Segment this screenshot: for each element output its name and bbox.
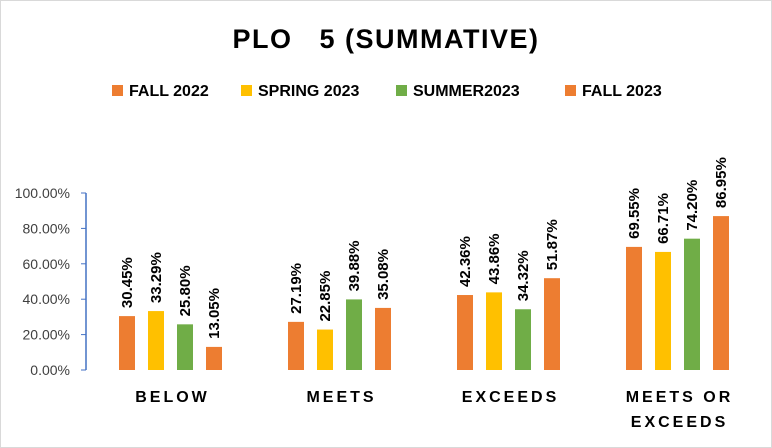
y-axis: 0.00% 20.00% 40.00% 60.00% 80.00% 100.00% bbox=[15, 185, 87, 378]
legend-swatch bbox=[396, 85, 407, 96]
legend-swatch bbox=[565, 85, 576, 96]
bar bbox=[655, 251, 671, 370]
data-label: 51.87% bbox=[544, 219, 561, 270]
bar bbox=[457, 295, 473, 370]
bar bbox=[684, 238, 700, 370]
bar bbox=[486, 292, 502, 370]
legend: FALL 2022 SPRING 2023 SUMMER2023 FALL 2023 bbox=[112, 83, 662, 100]
y-tick-label: 0.00% bbox=[30, 362, 70, 378]
data-label: 42.36% bbox=[457, 236, 474, 287]
bars: 30.45% 33.29% 25.80% 13.05% 27.19% 22.85% 39.8… bbox=[119, 157, 730, 370]
bar bbox=[375, 307, 391, 370]
x-axis: BELOW MEETS EXCEEDS MEETS OR EXCEEDS bbox=[135, 389, 734, 431]
data-label: 35.08% bbox=[375, 249, 392, 300]
data-label: 66.71% bbox=[655, 193, 672, 244]
y-tick-label: 80.00% bbox=[23, 220, 70, 236]
y-tick-label: 100.00% bbox=[15, 185, 70, 201]
data-label: 74.20% bbox=[684, 180, 701, 231]
bar bbox=[515, 309, 531, 370]
bar bbox=[317, 329, 333, 370]
data-label: 25.80% bbox=[177, 265, 194, 316]
y-tick-label: 60.00% bbox=[23, 256, 70, 272]
data-label: 33.29% bbox=[148, 252, 165, 303]
bar bbox=[544, 278, 560, 370]
bar bbox=[148, 311, 164, 370]
x-tick-label: BELOW bbox=[135, 389, 210, 406]
bar bbox=[626, 246, 642, 370]
x-tick-label: MEETS OR bbox=[626, 389, 734, 406]
data-label: 34.32% bbox=[515, 250, 532, 301]
y-tick-label: 40.00% bbox=[23, 291, 70, 307]
data-label: 27.19% bbox=[288, 263, 305, 314]
legend-label: SPRING 2023 bbox=[258, 83, 359, 100]
bar bbox=[346, 299, 362, 370]
data-label: 13.05% bbox=[206, 288, 223, 339]
bar bbox=[288, 321, 304, 370]
bar bbox=[177, 324, 193, 370]
x-tick-label: MEETS bbox=[306, 389, 376, 406]
bar bbox=[713, 216, 729, 370]
legend-swatch bbox=[241, 85, 252, 96]
y-tick-label: 20.00% bbox=[23, 327, 70, 343]
data-label: 22.85% bbox=[317, 271, 334, 322]
legend-swatch bbox=[112, 85, 123, 96]
x-tick-label: EXCEEDS bbox=[462, 389, 559, 406]
data-label: 30.45% bbox=[119, 257, 136, 308]
legend-label: SUMMER2023 bbox=[413, 83, 520, 100]
legend-label: FALL 2022 bbox=[129, 83, 209, 100]
bar bbox=[206, 346, 222, 370]
data-label: 86.95% bbox=[713, 157, 730, 208]
data-label: 39.88% bbox=[346, 241, 363, 292]
data-label: 43.86% bbox=[486, 233, 503, 284]
legend-label: FALL 2023 bbox=[582, 83, 662, 100]
bar bbox=[119, 316, 135, 370]
data-label: 69.55% bbox=[626, 188, 643, 239]
x-tick-label: EXCEEDS bbox=[631, 414, 728, 431]
chart-title: PLO 5 (SUMMATIVE) bbox=[232, 24, 539, 54]
